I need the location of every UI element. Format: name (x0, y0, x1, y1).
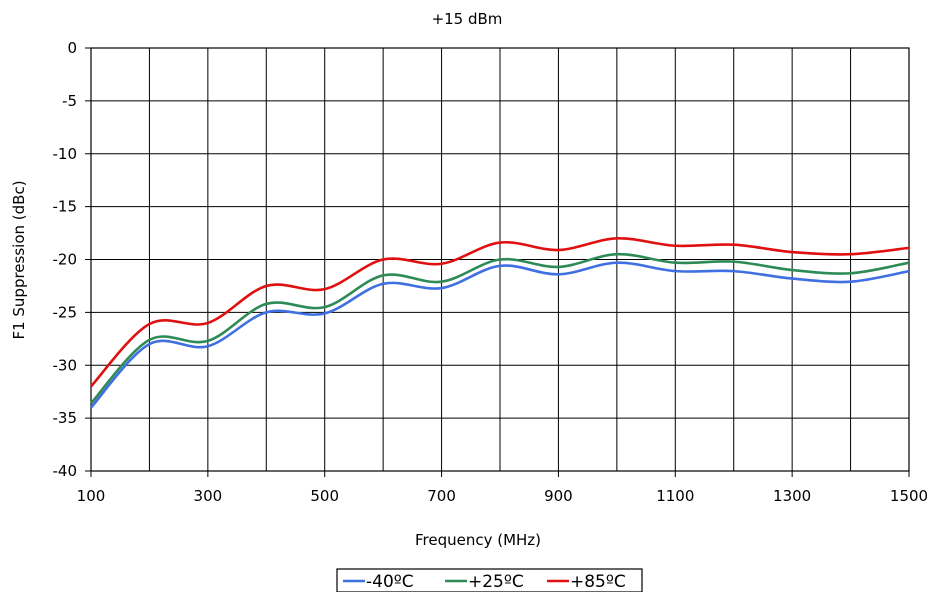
y-tick-label: -30 (53, 356, 78, 374)
legend-label: -40ºC (366, 572, 414, 592)
y-tick-label: -10 (53, 145, 78, 163)
x-axis-label: Frequency (MHz) (415, 531, 541, 549)
y-tick-label: -40 (53, 462, 78, 480)
y-tick-label: -25 (53, 303, 78, 321)
x-tick-label: 700 (427, 487, 456, 505)
series-lines (90, 237, 910, 409)
x-tick-label: 100 (77, 487, 106, 505)
x-tick-label: 300 (194, 487, 223, 505)
legend-label: +25ºC (468, 572, 524, 592)
x-tick-label: 900 (544, 487, 573, 505)
x-tick-label: 1100 (656, 487, 694, 505)
x-tick-label: 1300 (773, 487, 811, 505)
y-tick-label: -35 (53, 409, 78, 427)
legend-label: +85ºC (570, 572, 626, 592)
y-axis: 0 -5 -10 -15 -20 -25 -30 -35 -40 (53, 39, 91, 480)
y-tick-label: -5 (62, 92, 77, 110)
x-tick-label: 1500 (890, 487, 928, 505)
legend-box (336, 568, 643, 592)
series-line-+25ºC (90, 252, 910, 405)
x-tick-label: 500 (310, 487, 339, 505)
chart-title: +15 dBm (432, 10, 503, 28)
y-tick-label: -20 (53, 251, 78, 269)
series-line-+85ºC (90, 237, 910, 388)
grid (90, 47, 910, 472)
legend: -40ºC +25ºC +85ºC (336, 568, 643, 592)
series-line--40ºC (90, 261, 910, 409)
x-axis: 100 300 500 700 900 1100 1300 1500 (77, 471, 928, 505)
y-tick-label: -15 (53, 198, 78, 216)
y-axis-label: F1 Suppression (dBc) (10, 180, 28, 339)
y-tick-label: 0 (67, 39, 77, 57)
